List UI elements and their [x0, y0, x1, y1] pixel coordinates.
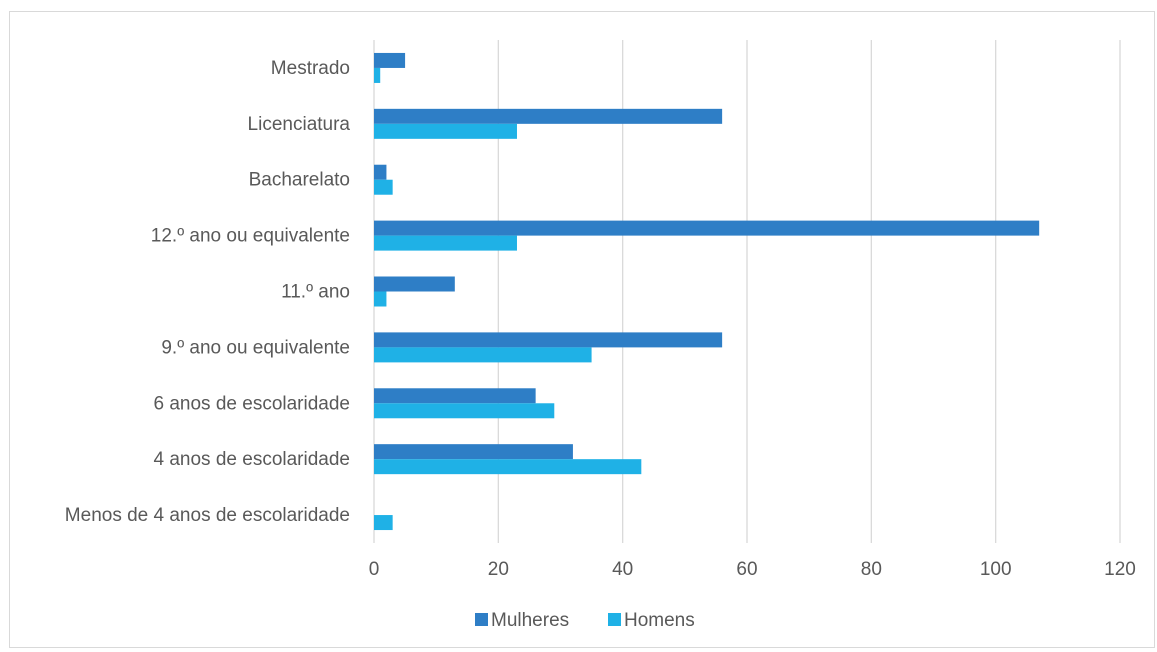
- bar-mulheres: [374, 276, 455, 292]
- x-axis-ticks: 0 20 40 60 80 100 120: [369, 559, 1136, 580]
- bar-homens: [374, 291, 387, 307]
- x-tick-label: 120: [1104, 559, 1136, 580]
- category-label: 9.º ano ou equivalente: [161, 337, 350, 358]
- category-label: 11.º ano: [281, 282, 350, 303]
- category-label: Menos de 4 anos de escolaridade: [65, 505, 350, 526]
- chart-frame: [9, 11, 1155, 648]
- x-tick-label: 40: [612, 559, 633, 580]
- x-tick-label: 80: [861, 559, 882, 580]
- category-label: Bacharelato: [249, 170, 350, 191]
- bar-mulheres: [374, 220, 1040, 236]
- x-tick-label: 100: [980, 559, 1012, 580]
- category-label: Mestrado: [271, 58, 350, 79]
- category-label: 6 anos de escolaridade: [154, 393, 350, 414]
- bar-mulheres: [374, 388, 536, 404]
- legend-swatch-mulheres: [475, 613, 488, 626]
- bars: [374, 52, 1040, 531]
- category-label: Licenciatura: [248, 114, 351, 135]
- x-tick-label: 60: [736, 559, 757, 580]
- category-labels: Menos de 4 anos de escolaridade 4 anos de…: [65, 58, 351, 526]
- bar-mulheres: [374, 52, 406, 68]
- bar-mulheres: [374, 332, 723, 348]
- bar-homens: [374, 179, 393, 195]
- x-tick-label: 0: [369, 559, 380, 580]
- bar-mulheres: [374, 108, 723, 124]
- bar-mulheres: [374, 444, 573, 460]
- bar-homens: [374, 403, 555, 419]
- bar-homens: [374, 67, 381, 83]
- category-label: 4 anos de escolaridade: [154, 449, 350, 470]
- bar-homens: [374, 459, 642, 475]
- bar-homens: [374, 515, 393, 531]
- legend: Mulheres Homens: [475, 610, 695, 631]
- bar-homens: [374, 123, 517, 139]
- bar-homens: [374, 235, 517, 251]
- category-label: 12.º ano ou equivalente: [151, 226, 350, 247]
- legend-swatch-homens: [608, 613, 621, 626]
- legend-label: Homens: [624, 610, 695, 631]
- x-tick-label: 20: [488, 559, 509, 580]
- bar-mulheres: [374, 164, 387, 180]
- bar-homens: [374, 347, 592, 363]
- legend-label: Mulheres: [491, 610, 569, 631]
